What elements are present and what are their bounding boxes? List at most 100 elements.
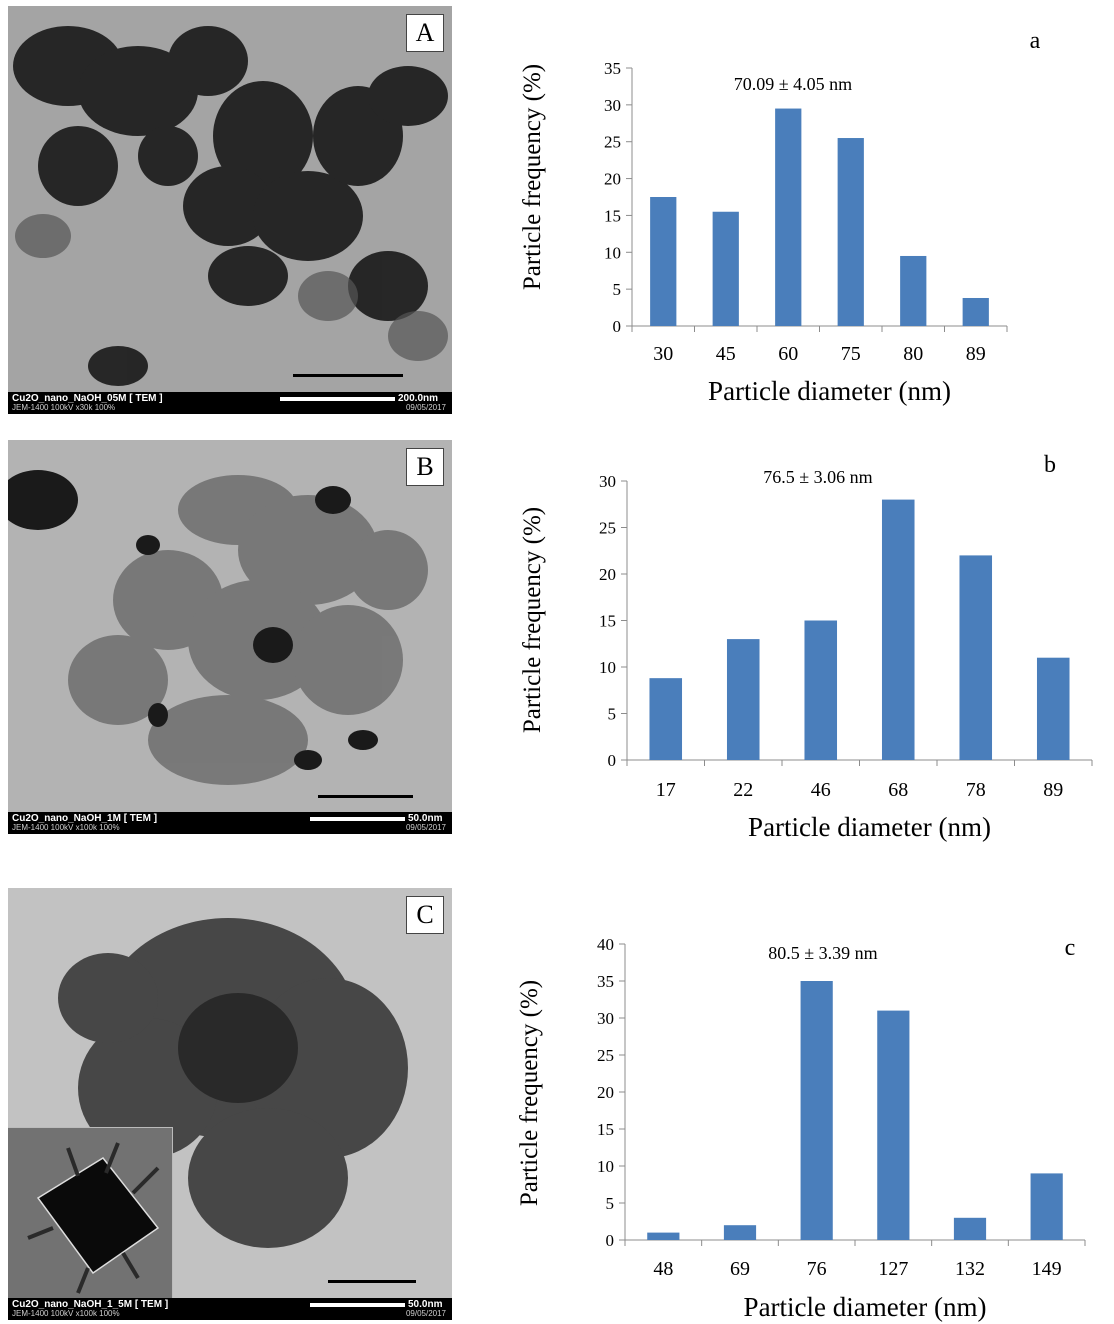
tem-caption: Cu2O_nano_NaOH_1M [ TEM ] — [12, 813, 158, 824]
y-tick-label: 0 — [608, 751, 617, 770]
histogram-a: 0 5 10 15 20 25 30 35 30 45 60 75 80 89 70.09 ± 4.05 n… — [505, 20, 1105, 420]
y-tick-label: 5 — [613, 280, 622, 299]
histogram-c: 0 5 10 15 20 25 30 35 40 48 69 76 127 132 149 80.5 ± 3.… — [505, 925, 1105, 1322]
histogram-bar — [959, 555, 993, 760]
tem-caption: Cu2O_nano_NaOH_1_5M [ TEM ] — [12, 1299, 169, 1310]
histogram-bar — [800, 981, 833, 1240]
x-tick-label: 78 — [966, 779, 986, 801]
scale-bar — [280, 397, 395, 401]
y-tick-label: 15 — [599, 612, 616, 631]
tem-image-a: A Cu2O_nano_NaOH_05M [ TEM ] JEM-1400 10… — [8, 6, 452, 414]
x-tick-label: 89 — [966, 343, 986, 365]
tem-image-c: C Cu2O_nano_NaOH_1_5M [ TEM ] JEM-1400 1… — [8, 888, 452, 1320]
x-tick-label: 89 — [1043, 779, 1063, 801]
y-tick-label: 30 — [597, 1009, 614, 1028]
histogram-bar — [962, 297, 989, 326]
histogram-a-svg: 0 5 10 15 20 25 30 35 30 45 60 75 80 89 70.09 ± 4.05 n… — [519, 28, 1041, 406]
mean-size-annotation: 80.5 ± 3.39 nm — [768, 943, 877, 963]
x-tick-label: 76 — [807, 1258, 827, 1280]
y-tick-label: 20 — [599, 565, 616, 584]
scale-bar — [310, 817, 405, 821]
x-tick-label: 48 — [653, 1258, 673, 1280]
panel-letter-c: C — [406, 896, 444, 934]
scale-label: 50.0nm — [408, 1299, 443, 1310]
panel-letter-b: B — [406, 448, 444, 486]
x-tick-label: 68 — [888, 779, 908, 801]
histogram-b: 0 5 10 15 20 25 30 17 22 46 68 78 89 76.5 ± 3.06 nm b P… — [505, 445, 1105, 855]
histogram-bar — [712, 211, 739, 326]
x-axis-title: Particle diameter (nm) — [708, 376, 951, 406]
mean-size-annotation: 70.09 ± 4.05 nm — [734, 74, 852, 94]
y-tick-label: 25 — [604, 133, 621, 152]
histogram-bar — [647, 1232, 680, 1240]
tem-caption: Cu2O_nano_NaOH_05M [ TEM ] — [12, 393, 163, 404]
tem-micrograph-a — [8, 6, 452, 392]
y-tick-label: 10 — [597, 1157, 614, 1176]
tem-info-bar: Cu2O_nano_NaOH_1_5M [ TEM ] JEM-1400 100… — [8, 1298, 452, 1320]
y-tick-label: 5 — [606, 1194, 615, 1213]
x-tick-label: 132 — [955, 1258, 985, 1280]
y-tick-label: 35 — [597, 972, 614, 991]
y-tick-label: 0 — [606, 1231, 615, 1250]
tem-info-bar: Cu2O_nano_NaOH_05M [ TEM ] JEM-1400 100k… — [8, 392, 452, 414]
x-axis-title: Particle diameter (nm) — [744, 1292, 987, 1322]
x-tick-label: 17 — [656, 779, 676, 801]
y-tick-label: 40 — [597, 935, 614, 954]
y-tick-label: 0 — [613, 317, 622, 336]
histogram-bar — [881, 499, 915, 760]
panel-letter-a: A — [406, 14, 444, 52]
x-tick-label: 60 — [778, 343, 798, 365]
inset-micrograph — [8, 1128, 172, 1298]
scale-bar — [310, 1303, 405, 1307]
x-tick-label: 80 — [903, 343, 923, 365]
histogram-bar — [877, 1010, 910, 1240]
tem-date: 09/05/2017 — [405, 403, 446, 412]
histogram-c-svg: 0 5 10 15 20 25 30 35 40 48 69 76 127 132 149 80.5 ± 3.… — [516, 935, 1086, 1322]
tem-info: JEM-1400 100kV x100k 100% — [12, 1309, 120, 1318]
tem-inset — [8, 1127, 173, 1298]
x-tick-label: 30 — [653, 343, 673, 365]
histogram-b-svg: 0 5 10 15 20 25 30 17 22 46 68 78 89 76.5 ± 3.06 nm b P… — [519, 452, 1093, 842]
y-axis-title: Particle frequency (%) — [519, 64, 546, 290]
y-tick-label: 20 — [597, 1083, 614, 1102]
y-tick-label: 10 — [599, 658, 616, 677]
tem-date: 09/05/2017 — [405, 823, 446, 832]
scale-label: 200.0nm — [398, 393, 439, 404]
histogram-bar — [723, 1225, 757, 1240]
x-tick-label: 45 — [716, 343, 736, 365]
histogram-bar — [837, 138, 864, 326]
y-tick-label: 25 — [597, 1046, 614, 1065]
histogram-bar — [1036, 657, 1070, 760]
y-tick-label: 15 — [597, 1120, 614, 1139]
x-tick-label: 22 — [733, 779, 753, 801]
y-tick-label: 5 — [608, 705, 617, 724]
y-tick-label: 25 — [599, 519, 616, 538]
y-tick-label: 35 — [604, 59, 621, 78]
x-tick-label: 69 — [730, 1258, 750, 1280]
tem-micrograph-b — [8, 440, 452, 812]
x-tick-label: 127 — [878, 1258, 908, 1280]
tem-image-b: B Cu2O_nano_NaOH_1M [ TEM ] JEM-1400 100… — [8, 440, 452, 834]
chart-panel-label: a — [1030, 28, 1041, 54]
y-tick-label: 30 — [599, 472, 616, 491]
chart-panel-label: b — [1044, 452, 1056, 478]
y-axis-title: Particle frequency (%) — [516, 980, 543, 1206]
x-tick-label: 75 — [841, 343, 861, 365]
y-tick-label: 10 — [604, 243, 621, 262]
histogram-bar — [1030, 1173, 1063, 1240]
histogram-bar — [775, 108, 802, 327]
y-tick-label: 30 — [604, 96, 621, 115]
tem-info-bar: Cu2O_nano_NaOH_1M [ TEM ] JEM-1400 100kV… — [8, 812, 452, 834]
y-tick-label: 15 — [604, 206, 621, 225]
tem-info: JEM-1400 100kV x30k 100% — [12, 403, 116, 412]
x-tick-label: 46 — [811, 779, 831, 801]
x-axis-title: Particle diameter (nm) — [748, 812, 991, 842]
histogram-bar — [650, 197, 677, 326]
tem-date: 09/05/2017 — [405, 1309, 446, 1318]
histogram-bar — [953, 1217, 987, 1240]
x-tick-label: 149 — [1032, 1258, 1062, 1280]
histogram-bar — [726, 639, 760, 760]
histogram-bar — [649, 678, 683, 760]
y-axis-title: Particle frequency (%) — [519, 507, 546, 733]
histogram-bar — [804, 620, 838, 760]
